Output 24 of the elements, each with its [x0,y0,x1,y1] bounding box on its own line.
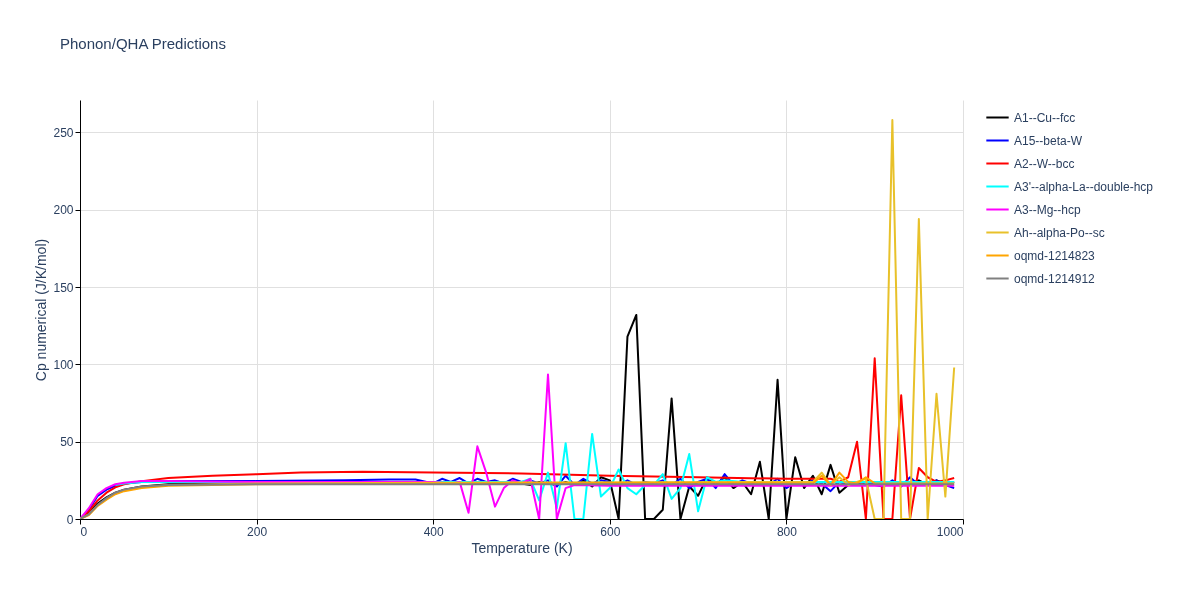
line-series [80,483,956,519]
y-axis-title: Cp numerical (J/K/mol) [33,238,50,382]
chart-title: Phonon/QHA Predictions [60,35,226,52]
legend-label: oqmd-1214912 [1014,271,1096,286]
y-tick-label: 50 [60,435,74,450]
x-axis-title: Temperature (K) [471,539,573,556]
y-tick-label: 150 [53,280,74,295]
legend-label: Ah--alpha-Po--sc [1014,225,1105,240]
legend-label: A15--beta-W [1014,133,1083,148]
legend-label: A2--W--bcc [1014,156,1075,171]
legend-label: A3--Mg--hcp [1014,202,1082,217]
x-tick-label: 0 [80,524,88,539]
y-tick-label: 0 [66,512,74,527]
y-tick-label: 100 [53,357,74,372]
x-tick-label: 1000 [936,524,964,539]
y-tick-label: 250 [53,125,74,140]
x-tick-label: 600 [600,524,621,539]
x-tick-label: 800 [776,524,798,539]
y-tick-label: 200 [53,203,74,218]
legend-label: A3'--alpha-La--double-hcp [1014,179,1154,194]
legend-label: oqmd-1214823 [1014,248,1096,263]
x-tick-label: 200 [247,524,268,539]
legend-label: A1--Cu--fcc [1014,110,1076,125]
x-tick-label: 400 [423,524,445,539]
